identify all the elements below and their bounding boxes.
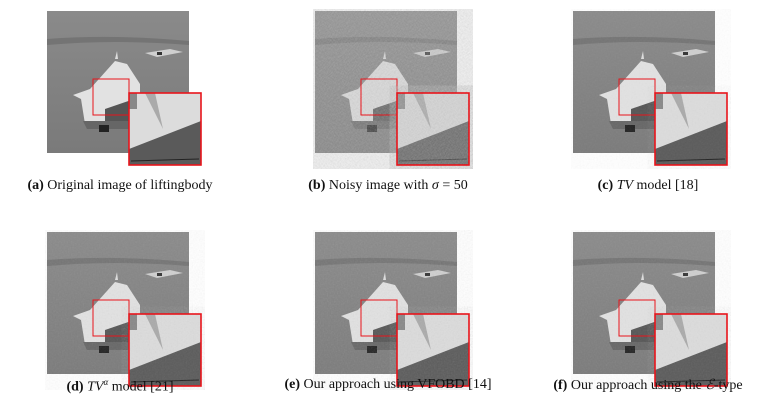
image-b bbox=[313, 9, 473, 169]
zoomed-inset bbox=[396, 313, 470, 387]
zoomed-inset bbox=[654, 92, 728, 166]
main-image bbox=[47, 11, 189, 153]
image-e bbox=[313, 230, 473, 390]
caption-c: (c) TV model [18] bbox=[597, 178, 699, 193]
image-f bbox=[571, 230, 731, 390]
zoomed-inset bbox=[396, 92, 470, 166]
image-d bbox=[45, 230, 205, 390]
caption-e: (e) Our approach using VFOBD [14] bbox=[284, 377, 492, 392]
zoomed-inset bbox=[654, 313, 728, 387]
main-image bbox=[571, 230, 731, 390]
caption-b: (b) Noisy image with σ = 50 bbox=[308, 178, 468, 193]
caption-f: (f) Our approach using the ℰ-type bbox=[553, 378, 743, 393]
image-a bbox=[45, 9, 205, 169]
zoomed-inset bbox=[128, 313, 202, 387]
caption-a: (a) Original image of liftingbody bbox=[27, 178, 213, 193]
caption-d: (d) TVα model [21] bbox=[66, 377, 174, 395]
main-image bbox=[45, 230, 205, 390]
zoomed-inset bbox=[128, 92, 202, 166]
image-c bbox=[571, 9, 731, 169]
